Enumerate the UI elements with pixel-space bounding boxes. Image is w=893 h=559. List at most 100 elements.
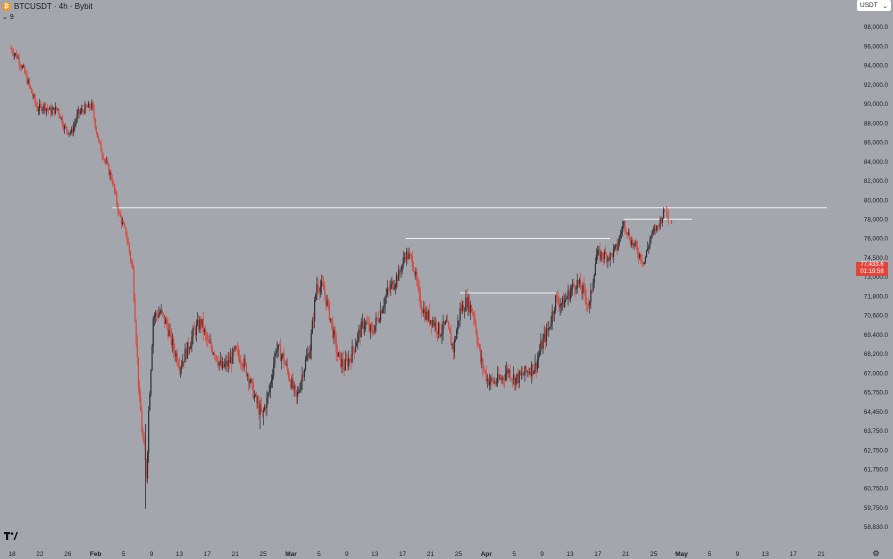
candle-body bbox=[336, 352, 338, 357]
candle-body bbox=[504, 373, 507, 380]
candle-body bbox=[517, 373, 519, 384]
candle-body bbox=[35, 102, 37, 106]
candle-body bbox=[43, 103, 45, 109]
candle-body bbox=[497, 374, 499, 383]
candle-body bbox=[547, 328, 549, 331]
candle-body bbox=[478, 344, 481, 349]
candle-body bbox=[531, 364, 533, 376]
candle-body bbox=[84, 104, 86, 114]
candle-body bbox=[326, 300, 328, 306]
candle-body bbox=[268, 391, 270, 394]
candle-body bbox=[42, 108, 44, 111]
candle-body bbox=[137, 357, 140, 387]
x-tick-label: 21 bbox=[427, 551, 435, 558]
candle-body bbox=[495, 382, 498, 384]
candle-body bbox=[655, 228, 657, 231]
gear-icon[interactable]: ⚙ bbox=[872, 549, 880, 558]
candle-body bbox=[329, 318, 332, 321]
candle-body bbox=[543, 333, 545, 339]
candle-body bbox=[71, 129, 74, 133]
candle-body bbox=[166, 319, 168, 326]
x-tick-label: 21 bbox=[817, 551, 825, 558]
candle-body bbox=[626, 232, 628, 235]
candle-body bbox=[643, 262, 645, 264]
candle-body bbox=[557, 296, 559, 303]
candle-body bbox=[649, 239, 651, 247]
candle-body bbox=[433, 320, 435, 326]
candle-body bbox=[407, 251, 409, 259]
indicators-toggle[interactable]: ⌄ 9 bbox=[2, 12, 14, 22]
currency-select[interactable]: USDT ⌄ bbox=[857, 0, 891, 11]
tradingview-logo-icon[interactable] bbox=[4, 532, 18, 544]
candle-body bbox=[370, 325, 373, 330]
candle-body bbox=[220, 360, 223, 369]
candle-body bbox=[331, 318, 333, 322]
candle-body bbox=[358, 329, 360, 334]
candle-body bbox=[26, 74, 28, 84]
candle-body bbox=[461, 304, 463, 312]
candle-body bbox=[634, 241, 636, 244]
candle-body bbox=[357, 333, 359, 343]
candle-body bbox=[102, 155, 104, 160]
candle-body bbox=[533, 370, 535, 375]
candle-body bbox=[595, 254, 598, 265]
candle-body bbox=[411, 256, 413, 266]
x-tick-label: 17 bbox=[594, 551, 602, 558]
candle-body bbox=[20, 66, 22, 69]
candle-body bbox=[508, 370, 510, 374]
candle-body bbox=[560, 303, 562, 305]
candle-body bbox=[561, 297, 564, 304]
candle-body bbox=[491, 376, 493, 380]
candle-body bbox=[45, 108, 47, 112]
candle-body bbox=[13, 54, 16, 56]
candle-body bbox=[33, 95, 35, 97]
candle-body bbox=[274, 353, 276, 364]
candle-body bbox=[636, 246, 639, 254]
candle-body bbox=[384, 297, 386, 306]
candle-body bbox=[589, 301, 591, 306]
candle-body bbox=[82, 108, 84, 111]
candle-body bbox=[482, 358, 484, 369]
candle-body bbox=[237, 349, 240, 356]
candle-body bbox=[217, 361, 219, 366]
candle-body bbox=[640, 253, 642, 261]
candle-body bbox=[127, 240, 129, 244]
candle-body bbox=[559, 304, 561, 308]
candle-body bbox=[311, 320, 313, 334]
candle-body bbox=[441, 332, 443, 336]
candle-body bbox=[278, 344, 280, 346]
candle-body bbox=[392, 281, 394, 290]
candle-body bbox=[377, 318, 379, 322]
candle-body bbox=[440, 335, 442, 337]
candle-body bbox=[368, 323, 370, 332]
candle-body bbox=[226, 360, 228, 367]
candle-body bbox=[90, 107, 92, 109]
candle-body bbox=[393, 287, 395, 290]
candle-body bbox=[95, 127, 97, 133]
candle-body bbox=[356, 342, 358, 347]
candle-body bbox=[265, 406, 267, 409]
candle-body bbox=[23, 66, 25, 67]
candle-body bbox=[601, 252, 603, 258]
candle-body bbox=[232, 349, 234, 364]
candle-body bbox=[537, 355, 540, 360]
candle-body bbox=[216, 355, 218, 362]
candle-body bbox=[400, 271, 402, 272]
candle-body bbox=[96, 132, 99, 138]
candle-body bbox=[301, 374, 303, 382]
candle-body bbox=[223, 361, 225, 367]
candle-body bbox=[479, 348, 482, 362]
candle-body bbox=[314, 300, 316, 322]
candle-body bbox=[593, 275, 595, 283]
candle-body bbox=[142, 432, 144, 439]
candle-body bbox=[18, 57, 20, 65]
candle-body bbox=[553, 310, 556, 315]
candle-body bbox=[359, 329, 361, 338]
candle-body bbox=[518, 371, 520, 384]
candle-body bbox=[662, 209, 665, 218]
candle-body bbox=[253, 395, 255, 399]
candle-body bbox=[67, 130, 69, 134]
candle-body bbox=[394, 285, 396, 288]
